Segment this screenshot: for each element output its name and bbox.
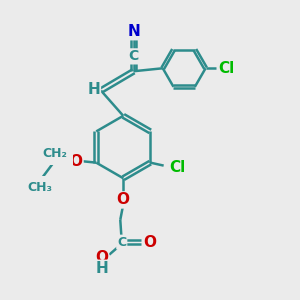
Text: O: O: [117, 192, 130, 207]
Text: CH₂: CH₂: [42, 147, 67, 160]
Text: N: N: [127, 24, 140, 39]
Text: Cl: Cl: [218, 61, 235, 76]
Text: CH₃: CH₃: [27, 182, 52, 194]
Text: C: C: [117, 236, 126, 249]
Text: O: O: [70, 154, 83, 169]
Text: H: H: [87, 82, 100, 97]
Text: Cl: Cl: [169, 160, 185, 175]
Text: H: H: [95, 261, 108, 276]
Text: O: O: [143, 235, 157, 250]
Text: C: C: [128, 50, 139, 63]
Text: O: O: [95, 250, 108, 266]
